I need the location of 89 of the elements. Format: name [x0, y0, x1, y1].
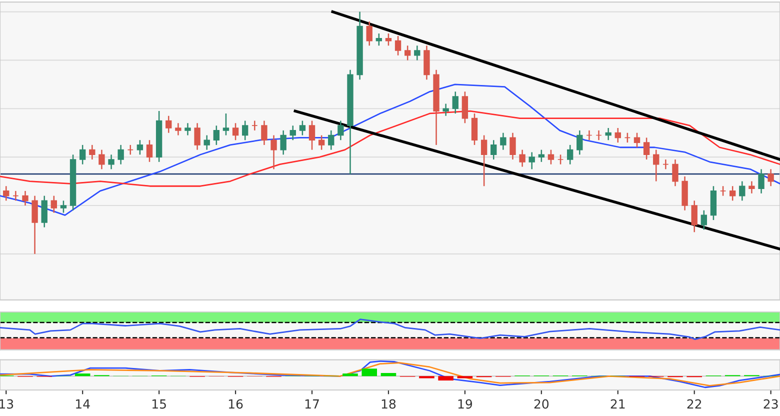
x-tick-label: 21 — [610, 399, 625, 409]
candlestick — [691, 200, 698, 233]
candlestick — [166, 115, 172, 134]
candlestick — [12, 190, 19, 202]
candlestick — [252, 120, 258, 132]
candlestick — [500, 132, 506, 150]
candlestick — [614, 127, 621, 144]
bar — [362, 368, 377, 376]
candlestick — [519, 149, 526, 168]
x-tick-label: 23 — [764, 399, 778, 409]
candlestick — [98, 149, 105, 170]
candlestick — [280, 130, 286, 156]
candlestick — [261, 120, 268, 146]
x-tick-label: 16 — [228, 399, 243, 409]
candlestick — [452, 91, 458, 114]
candlestick — [576, 130, 583, 156]
candlestick — [442, 103, 449, 117]
candlestick — [22, 190, 28, 206]
x-tick-label: 13 — [0, 399, 14, 409]
candlestick — [557, 154, 564, 165]
candlestick — [79, 144, 86, 165]
candlestick — [290, 124, 296, 141]
x-tick-label: 17 — [305, 399, 319, 409]
candlestick — [270, 134, 277, 170]
candlestick — [758, 168, 764, 194]
candlestick — [146, 139, 153, 163]
candlestick — [108, 154, 114, 170]
candlestick — [480, 134, 488, 187]
candlestick — [222, 112, 230, 136]
x-tick-label: 14 — [76, 399, 90, 409]
candlestick — [213, 124, 220, 146]
candlestick — [404, 45, 411, 61]
candlestick — [376, 32, 382, 46]
candlestick — [194, 122, 200, 150]
x-tick-label: 22 — [687, 399, 702, 409]
candlestick — [204, 134, 210, 150]
candlestick — [634, 132, 640, 148]
candlestick — [338, 120, 344, 141]
candlestick — [41, 195, 48, 228]
candlestick — [127, 144, 134, 156]
candlestick — [700, 210, 708, 230]
bar — [342, 373, 358, 376]
x-tick-label: 19 — [458, 399, 472, 409]
candlestick — [394, 35, 402, 56]
candlestick — [414, 45, 420, 61]
candlestick — [672, 158, 678, 187]
candlestick — [366, 20, 372, 46]
candlestick — [3, 185, 10, 202]
candlestick — [318, 134, 325, 150]
candlestick — [242, 120, 248, 141]
candlestick — [136, 139, 144, 156]
candlestick — [60, 200, 67, 214]
candlestick — [720, 185, 726, 196]
candlestick — [548, 149, 554, 165]
candlestick — [462, 91, 468, 124]
candlestick — [50, 195, 58, 214]
candlestick — [232, 122, 239, 141]
candlestick — [528, 152, 535, 170]
candlestick — [643, 137, 650, 160]
candlestick — [32, 195, 38, 255]
candlestick — [653, 149, 660, 182]
bar — [74, 373, 90, 376]
candlestick — [471, 112, 478, 146]
candlestick — [748, 180, 755, 194]
candlestick — [308, 120, 316, 150]
candlestick — [89, 144, 96, 160]
candlestick — [184, 122, 191, 136]
x-tick-label: 15 — [152, 399, 166, 409]
candlestick — [385, 32, 392, 46]
candlestick — [729, 185, 736, 202]
candlestick — [768, 168, 774, 187]
candlestick — [328, 130, 334, 150]
candlestick — [596, 130, 602, 141]
bar — [438, 376, 454, 380]
candlestick — [739, 180, 746, 202]
candlestick — [662, 158, 669, 170]
x-tick-label: 18 — [382, 399, 396, 409]
candlestick — [605, 127, 612, 141]
candlestick — [490, 139, 497, 160]
x-tick-label: 20 — [534, 399, 549, 409]
candlestick — [624, 132, 631, 144]
candlestick — [118, 144, 124, 165]
candlestick — [566, 144, 574, 165]
candlestick — [538, 149, 545, 163]
bar — [380, 372, 396, 376]
candlestick — [586, 130, 592, 141]
candlestick — [175, 122, 182, 136]
candlestick — [299, 120, 306, 136]
candlestick — [510, 132, 516, 160]
